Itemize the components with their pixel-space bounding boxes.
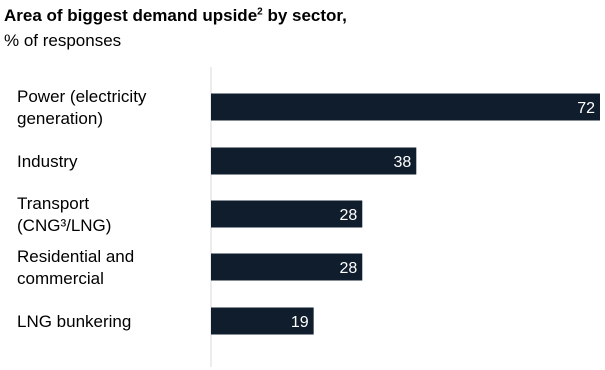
bar xyxy=(211,93,600,121)
chart-title-main: Area of biggest demand upside xyxy=(4,6,258,25)
category-label-line: generation) xyxy=(17,109,103,128)
bar-value-label: 38 xyxy=(394,154,412,171)
category-label: Power (electricity generation) xyxy=(17,87,147,128)
category-label: Industry xyxy=(17,152,78,171)
category-label-line: (CNG³/LNG) xyxy=(17,216,111,235)
bar-value-label: 28 xyxy=(339,260,357,277)
category-label: Residential and commercial xyxy=(17,247,134,288)
category-label-line: Residential and xyxy=(17,247,134,266)
category-label: Transport (CNG³/LNG) xyxy=(17,194,111,235)
chart-title-tail: by sector, xyxy=(262,6,347,25)
category-label-line: Power (electricity xyxy=(17,87,147,106)
chart-title-footnote-marker: 2 xyxy=(257,6,263,18)
bar xyxy=(211,147,417,175)
bar-value-label: 72 xyxy=(577,100,595,117)
chart-subtitle: % of responses xyxy=(4,31,122,50)
category-label-line: Transport xyxy=(17,194,89,213)
category-label: LNG bunkering xyxy=(17,312,131,331)
bar xyxy=(211,253,363,281)
chart-title: Area of biggest demand upside2 by sector… xyxy=(4,5,347,27)
category-label-line: Industry xyxy=(17,152,78,171)
bar-value-label: 19 xyxy=(291,314,309,331)
category-label-line: LNG bunkering xyxy=(17,312,131,331)
bar xyxy=(211,307,314,335)
category-label-line: commercial xyxy=(17,269,104,288)
bar xyxy=(211,200,363,228)
bar-value-label: 28 xyxy=(339,207,357,224)
